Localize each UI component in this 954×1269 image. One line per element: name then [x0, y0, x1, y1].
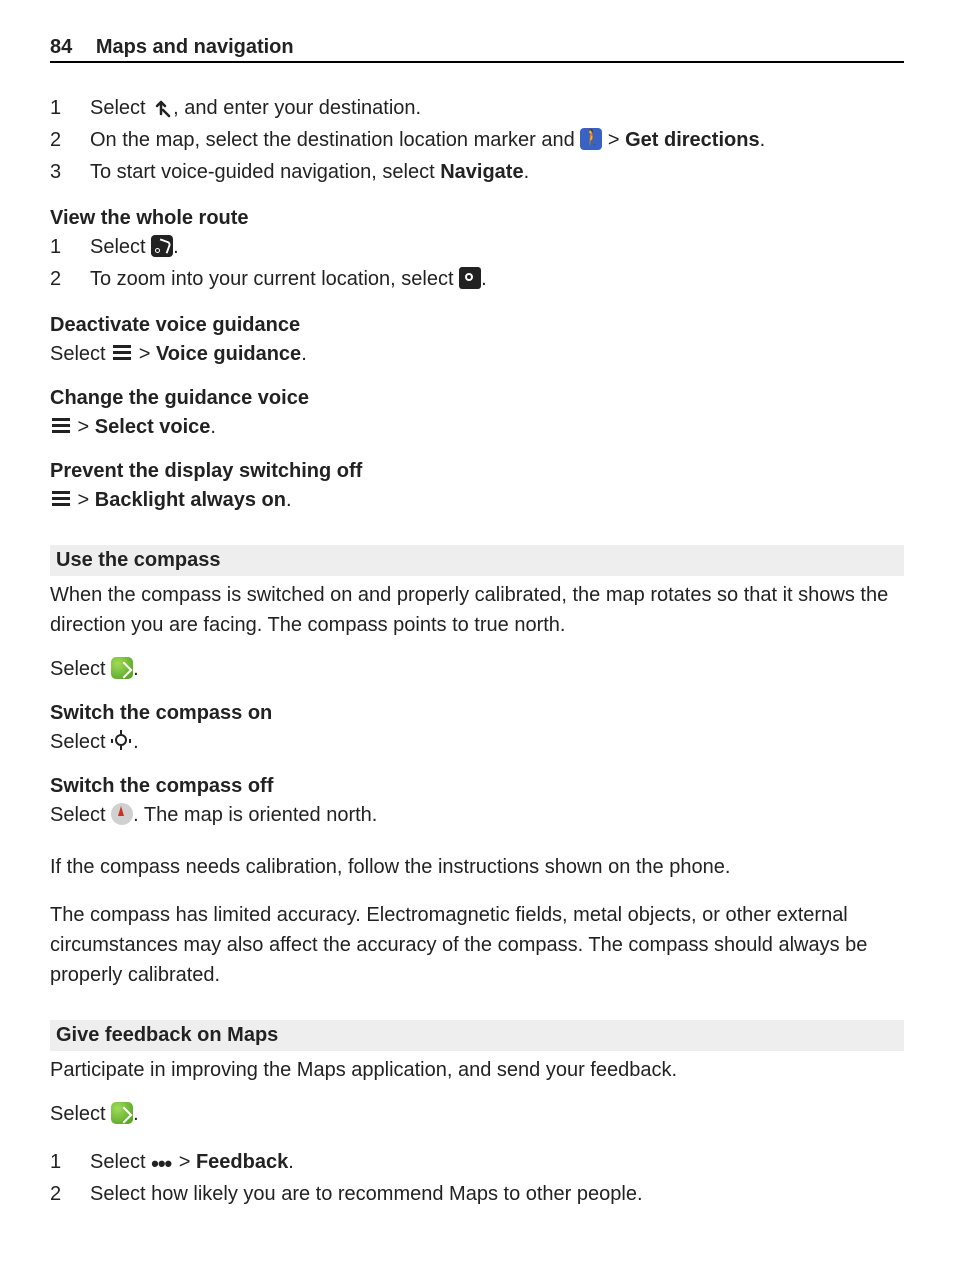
page-number: 84	[50, 36, 72, 58]
more-dots-icon	[151, 1150, 173, 1172]
paragraph: Select .	[50, 654, 904, 684]
text: Select how likely you are to recommend M…	[90, 1179, 904, 1209]
paragraph: > Backlight always on.	[50, 485, 904, 515]
text: Select	[90, 236, 151, 258]
heading-deactivate-voice: Deactivate voice guidance	[50, 314, 904, 337]
menu-icon	[50, 488, 72, 510]
paragraph: Participate in improving the Maps applic…	[50, 1055, 904, 1085]
heading-compass-on: Switch the compass on	[50, 702, 904, 725]
paragraph: > Select voice.	[50, 412, 904, 442]
paragraph: Select .	[50, 727, 904, 757]
step-number: 2	[50, 1179, 90, 1209]
page: 84 Maps and navigation 1 Select , and en…	[0, 0, 954, 1269]
text: .	[301, 343, 307, 365]
maps-app-icon	[111, 1102, 133, 1124]
step-number: 3	[50, 157, 90, 187]
list-item: 2 Select how likely you are to recommend…	[50, 1179, 904, 1209]
route-overview-icon	[151, 235, 173, 257]
bold-text: Voice guidance	[156, 343, 301, 365]
walk-icon	[580, 128, 602, 150]
heading-view-route: View the whole route	[50, 207, 904, 230]
intro-steps: 1 Select , and enter your destination. 2…	[50, 93, 904, 187]
section-use-compass: Use the compass	[50, 545, 904, 576]
text: .	[210, 416, 216, 438]
heading-compass-off: Switch the compass off	[50, 775, 904, 798]
list-item: 2 To zoom into your current location, se…	[50, 264, 904, 294]
page-title: Maps and navigation	[96, 36, 294, 58]
text: Select	[90, 97, 151, 119]
text: >	[72, 489, 95, 511]
heading-backlight: Prevent the display switching off	[50, 460, 904, 483]
destination-icon	[151, 96, 173, 118]
text: Select	[50, 343, 111, 365]
bold-text: Backlight always on	[95, 489, 286, 511]
text: Select	[90, 1151, 151, 1173]
text: On the map, select the destination locat…	[90, 129, 580, 151]
text: .	[288, 1151, 294, 1173]
text: . The map is oriented north.	[133, 804, 377, 826]
text: >	[173, 1151, 196, 1173]
view-route-steps: 1 Select . 2 To zoom into your current l…	[50, 232, 904, 294]
menu-icon	[111, 342, 133, 364]
text: To start voice-guided navigation, select	[90, 161, 440, 183]
text: Select	[50, 1103, 111, 1125]
list-item: 1 Select > Feedback.	[50, 1147, 904, 1177]
paragraph: Select . The map is oriented north.	[50, 800, 904, 830]
menu-icon	[50, 415, 72, 437]
bold-text: Select voice	[95, 416, 211, 438]
text: To zoom into your current location, sele…	[90, 268, 459, 290]
text: Select	[50, 658, 111, 680]
maps-app-icon	[111, 657, 133, 679]
text: .	[133, 1103, 139, 1125]
paragraph: When the compass is switched on and prop…	[50, 580, 904, 640]
text: .	[481, 268, 487, 290]
text: , and enter your destination.	[173, 97, 421, 119]
step-number: 2	[50, 264, 90, 294]
text: .	[133, 658, 139, 680]
step-number: 1	[50, 1147, 90, 1177]
list-item: 3 To start voice-guided navigation, sele…	[50, 157, 904, 187]
list-item: 1 Select , and enter your destination.	[50, 93, 904, 123]
current-location-icon	[459, 267, 481, 289]
heading-change-voice: Change the guidance voice	[50, 387, 904, 410]
running-header: 84 Maps and navigation	[50, 36, 904, 63]
compass-off-icon	[111, 803, 133, 825]
step-number: 1	[50, 93, 90, 123]
compass-on-icon	[111, 730, 133, 752]
feedback-steps: 1 Select > Feedback. 2 Select how likely…	[50, 1147, 904, 1209]
paragraph: If the compass needs calibration, follow…	[50, 852, 904, 882]
bold-text: Get directions	[625, 129, 759, 151]
text: >	[72, 416, 95, 438]
list-item: 2 On the map, select the destination loc…	[50, 125, 904, 155]
text: .	[173, 236, 179, 258]
text: Select	[50, 804, 111, 826]
text: Select	[50, 731, 111, 753]
text: .	[524, 161, 530, 183]
paragraph: The compass has limited accuracy. Electr…	[50, 900, 904, 990]
bold-text: Feedback	[196, 1151, 288, 1173]
section-give-feedback: Give feedback on Maps	[50, 1020, 904, 1051]
list-item: 1 Select .	[50, 232, 904, 262]
paragraph: Select > Voice guidance.	[50, 339, 904, 369]
step-number: 2	[50, 125, 90, 155]
text: .	[760, 129, 766, 151]
text: .	[133, 731, 139, 753]
text: .	[286, 489, 292, 511]
text: >	[608, 129, 625, 151]
paragraph: Select .	[50, 1099, 904, 1129]
bold-text: Navigate	[440, 161, 523, 183]
text: >	[133, 343, 156, 365]
step-number: 1	[50, 232, 90, 262]
